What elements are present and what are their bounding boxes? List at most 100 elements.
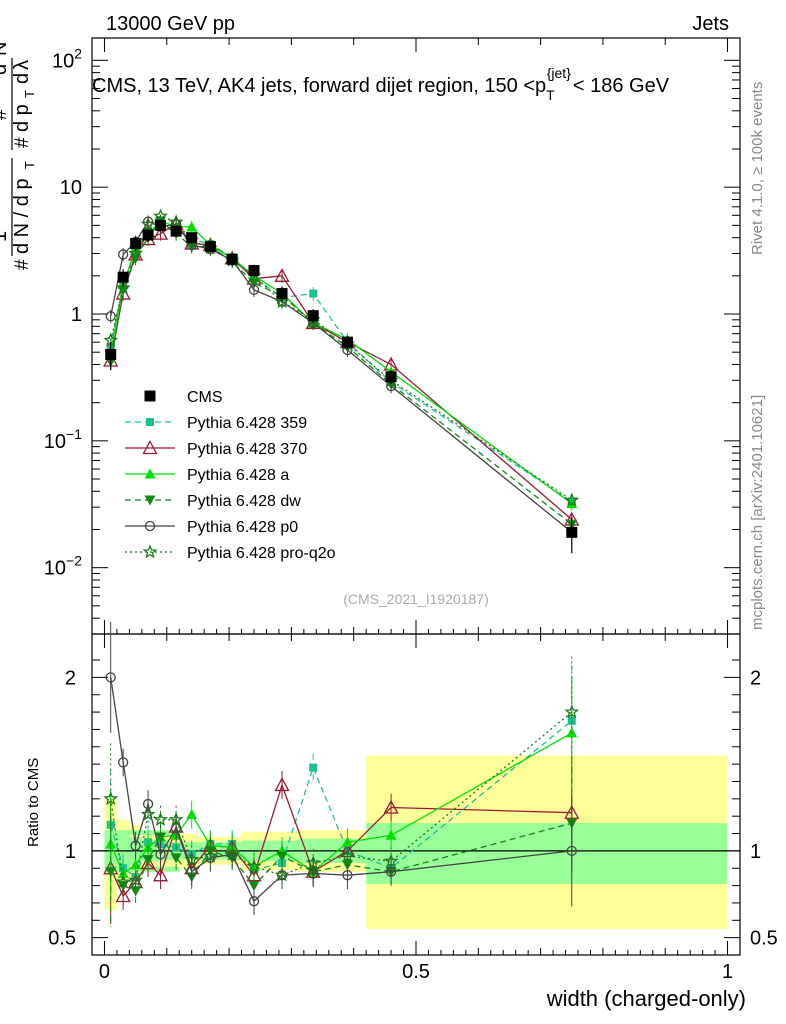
- svg-text:d N / d p: d N / d p: [11, 178, 33, 254]
- y-tick-label-main: 10−2: [44, 553, 82, 580]
- svg-text:#: #: [12, 137, 33, 148]
- ratio-point: [224, 846, 240, 861]
- ratio-axes: 0 0.5 1 0.5 0.5 1 1 2 2: [48, 633, 778, 983]
- ratio-point: [203, 848, 218, 863]
- svg-text:#: #: [0, 109, 11, 120]
- data-point: [153, 208, 168, 223]
- y-tick-label-main: 1: [71, 304, 82, 326]
- ratio-point: [170, 853, 182, 864]
- legend-item: Pythia 6.428 370: [125, 440, 307, 458]
- ratio-point: [248, 881, 260, 892]
- series-line: [110, 215, 573, 501]
- header-energy: 13000 GeV pp: [106, 13, 235, 35]
- y-tick-label-main: 10−1: [44, 426, 82, 453]
- data-point: [115, 280, 131, 295]
- ratio-point: [385, 866, 397, 877]
- ratio-point: [383, 853, 399, 868]
- ratio-uncertainty-bands: [92, 755, 740, 929]
- legend-marker: [146, 418, 154, 426]
- data-point: [105, 348, 117, 360]
- legend-marker: [144, 390, 156, 402]
- y-tick-label-base: 10: [44, 431, 66, 453]
- ratio-point: [105, 672, 116, 683]
- data-point: [142, 229, 154, 241]
- series-3: [105, 214, 578, 532]
- data-point: [248, 265, 260, 277]
- data-point: [248, 284, 260, 296]
- x-tick-label: 0: [99, 961, 110, 983]
- y-tick-label-base: 10: [52, 50, 74, 72]
- ratio-point: [103, 790, 119, 806]
- ratio-point: [274, 867, 290, 882]
- data-point: [566, 526, 578, 538]
- legend-label: Pythia 6.428 p0: [187, 519, 298, 536]
- ratio-point: [115, 874, 131, 889]
- legend-marker: [144, 468, 156, 479]
- ratio-point: [385, 829, 397, 840]
- data-point: [130, 237, 142, 249]
- ratio-series-5: [103, 656, 580, 897]
- y-tick-label-ratio-right: 0.5: [750, 928, 778, 950]
- data-point: [276, 288, 288, 300]
- ratio-point: [170, 823, 182, 834]
- ratio-point: [246, 858, 262, 873]
- data-point: [385, 371, 397, 383]
- legend-marker: [144, 520, 156, 532]
- legend-label: CMS: [187, 389, 223, 406]
- ratio-point: [309, 763, 318, 772]
- y-tick-label-ratio: 2: [65, 667, 76, 689]
- data-point: [152, 225, 169, 240]
- x-tick-label: 0.5: [402, 961, 430, 983]
- mcplots-label: mcplots.cern.ch [arXiv:2401.10621]: [749, 395, 766, 630]
- series-2: [105, 214, 578, 511]
- svg-text:d p: d p: [11, 104, 33, 132]
- svg-text:d: d: [11, 73, 33, 84]
- ratio-point: [128, 872, 143, 887]
- legend-item: CMS: [144, 389, 223, 406]
- ratio-point: [340, 848, 355, 863]
- ratio-point: [130, 886, 142, 897]
- y-tick-label-base: 10: [44, 558, 66, 580]
- legend-marker: [142, 544, 158, 559]
- data-point: [274, 267, 290, 282]
- y-tick-label-main: 102: [52, 45, 82, 72]
- data-point: [307, 310, 319, 322]
- svg-text:2: 2: [0, 56, 1, 63]
- data-point: [226, 253, 238, 265]
- legend-item: Pythia 6.428 dw: [125, 493, 301, 510]
- series-line: [110, 222, 573, 520]
- legend-marker: [144, 495, 156, 506]
- y-tick-label-exponent: −1: [66, 426, 82, 442]
- ratio-point: [246, 867, 262, 882]
- ratio-point: [274, 777, 290, 792]
- y-tick-label-ratio-right: 1: [750, 841, 761, 863]
- data-point: [170, 225, 182, 237]
- legend-label: Pythia 6.428 pro-q2o: [187, 545, 336, 562]
- y-axis-label-ratio: Ratio to CMS: [25, 758, 42, 847]
- data-point: [564, 492, 580, 507]
- ratio-point: [105, 867, 117, 878]
- ratio-point: [305, 855, 321, 870]
- ratio-point: [184, 851, 200, 866]
- y-tick-label-exponent: −2: [66, 553, 82, 569]
- ratio-point: [566, 845, 577, 857]
- main-series: [103, 208, 580, 554]
- ratio-point: [142, 855, 154, 866]
- analysis-id: (CMS_2021_I1920187): [343, 591, 489, 607]
- ratio-point: [248, 896, 260, 907]
- svg-text:N: N: [0, 42, 11, 56]
- legend-label: Pythia 6.428 a: [187, 467, 289, 484]
- ratio-point: [168, 811, 184, 826]
- data-point: [117, 271, 129, 283]
- ratio-point: [118, 757, 129, 768]
- series-line: [110, 220, 573, 533]
- legend: CMS Pythia 6.428 359 Pythia 6.428 370 Pythi…: [125, 389, 336, 562]
- x-tick-label: 1: [722, 961, 733, 983]
- svg-text:1: 1: [0, 231, 11, 242]
- data-point: [204, 241, 216, 253]
- chart-title-sup: {jet}: [547, 65, 571, 81]
- legend-item: Pythia 6.428 pro-q2o: [125, 544, 336, 562]
- legend-marker: [142, 440, 158, 455]
